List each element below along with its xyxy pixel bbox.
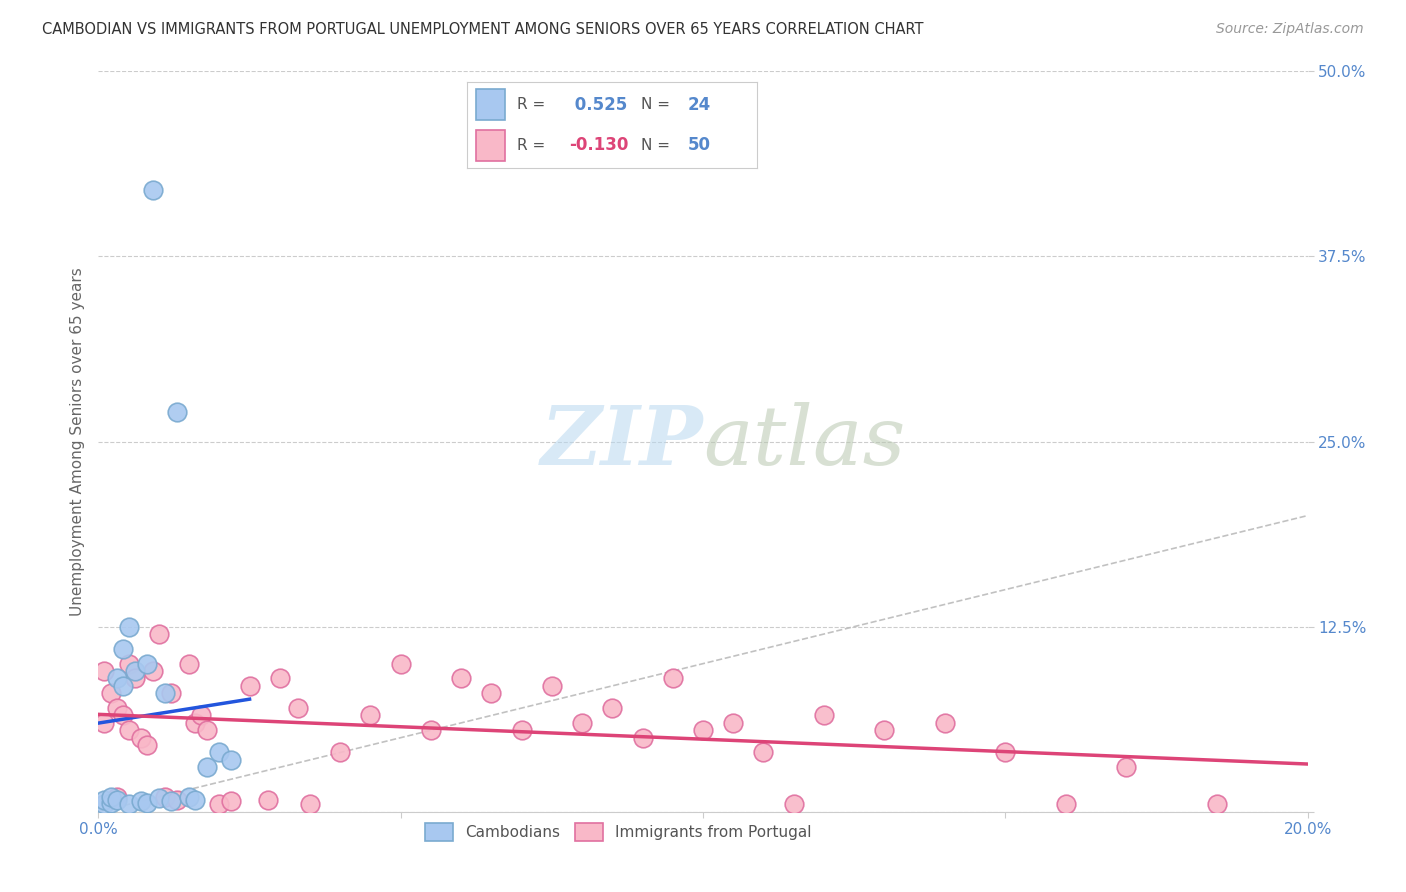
Point	[208, 746, 231, 760]
Point	[813, 708, 835, 723]
Point	[184, 793, 207, 807]
Point	[299, 797, 322, 812]
Point	[540, 679, 562, 693]
Point	[142, 183, 165, 197]
Point	[124, 664, 146, 678]
Point	[129, 731, 152, 745]
Point	[100, 686, 122, 700]
Point	[184, 715, 207, 730]
Point	[153, 789, 176, 804]
Point	[135, 738, 157, 752]
Point	[153, 686, 176, 700]
Point	[190, 708, 212, 723]
Point	[179, 657, 201, 671]
Point	[160, 794, 183, 808]
Point	[1206, 797, 1229, 812]
Text: CAMBODIAN VS IMMIGRANTS FROM PORTUGAL UNEMPLOYMENT AMONG SENIORS OVER 65 YEARS C: CAMBODIAN VS IMMIGRANTS FROM PORTUGAL UN…	[42, 22, 924, 37]
Y-axis label: Unemployment Among Seniors over 65 years: Unemployment Among Seniors over 65 years	[69, 268, 84, 615]
Point	[1115, 760, 1137, 774]
Point	[93, 793, 115, 807]
Text: Source: ZipAtlas.com: Source: ZipAtlas.com	[1216, 22, 1364, 37]
Point	[111, 708, 134, 723]
Point	[692, 723, 714, 738]
Point	[934, 715, 956, 730]
Point	[994, 746, 1017, 760]
Point	[510, 723, 533, 738]
Point	[631, 731, 654, 745]
Point	[166, 793, 188, 807]
Point	[873, 723, 896, 738]
Point	[148, 627, 170, 641]
Point	[221, 794, 243, 808]
Point	[105, 789, 128, 804]
Point	[269, 672, 291, 686]
Point	[124, 672, 146, 686]
Point	[239, 679, 262, 693]
Point	[111, 641, 134, 656]
Point	[105, 701, 128, 715]
Point	[450, 672, 472, 686]
Point	[195, 723, 218, 738]
Text: atlas: atlas	[703, 401, 905, 482]
Point	[148, 791, 170, 805]
Point	[389, 657, 412, 671]
Point	[195, 760, 218, 774]
Point	[135, 657, 157, 671]
Point	[208, 797, 231, 812]
Point	[93, 664, 115, 678]
Point	[221, 753, 243, 767]
Point	[1054, 797, 1077, 812]
Point	[481, 686, 503, 700]
Point	[105, 793, 128, 807]
Point	[783, 797, 806, 812]
Point	[571, 715, 593, 730]
Point	[661, 672, 683, 686]
Point	[179, 789, 201, 804]
Point	[118, 723, 141, 738]
Legend: Cambodians, Immigrants from Portugal: Cambodians, Immigrants from Portugal	[418, 815, 820, 848]
Point	[166, 405, 188, 419]
Point	[287, 701, 309, 715]
Point	[602, 701, 624, 715]
Point	[142, 664, 165, 678]
Point	[329, 746, 352, 760]
Point	[723, 715, 745, 730]
Text: ZIP: ZIP	[540, 401, 703, 482]
Point	[752, 746, 775, 760]
Point	[93, 715, 115, 730]
Point	[118, 619, 141, 633]
Point	[100, 796, 122, 810]
Point	[420, 723, 443, 738]
Point	[100, 789, 122, 804]
Point	[118, 657, 141, 671]
Point	[135, 796, 157, 810]
Point	[118, 797, 141, 812]
Point	[93, 797, 115, 812]
Point	[111, 679, 134, 693]
Point	[160, 686, 183, 700]
Point	[360, 708, 382, 723]
Point	[256, 793, 278, 807]
Point	[129, 794, 152, 808]
Point	[105, 672, 128, 686]
